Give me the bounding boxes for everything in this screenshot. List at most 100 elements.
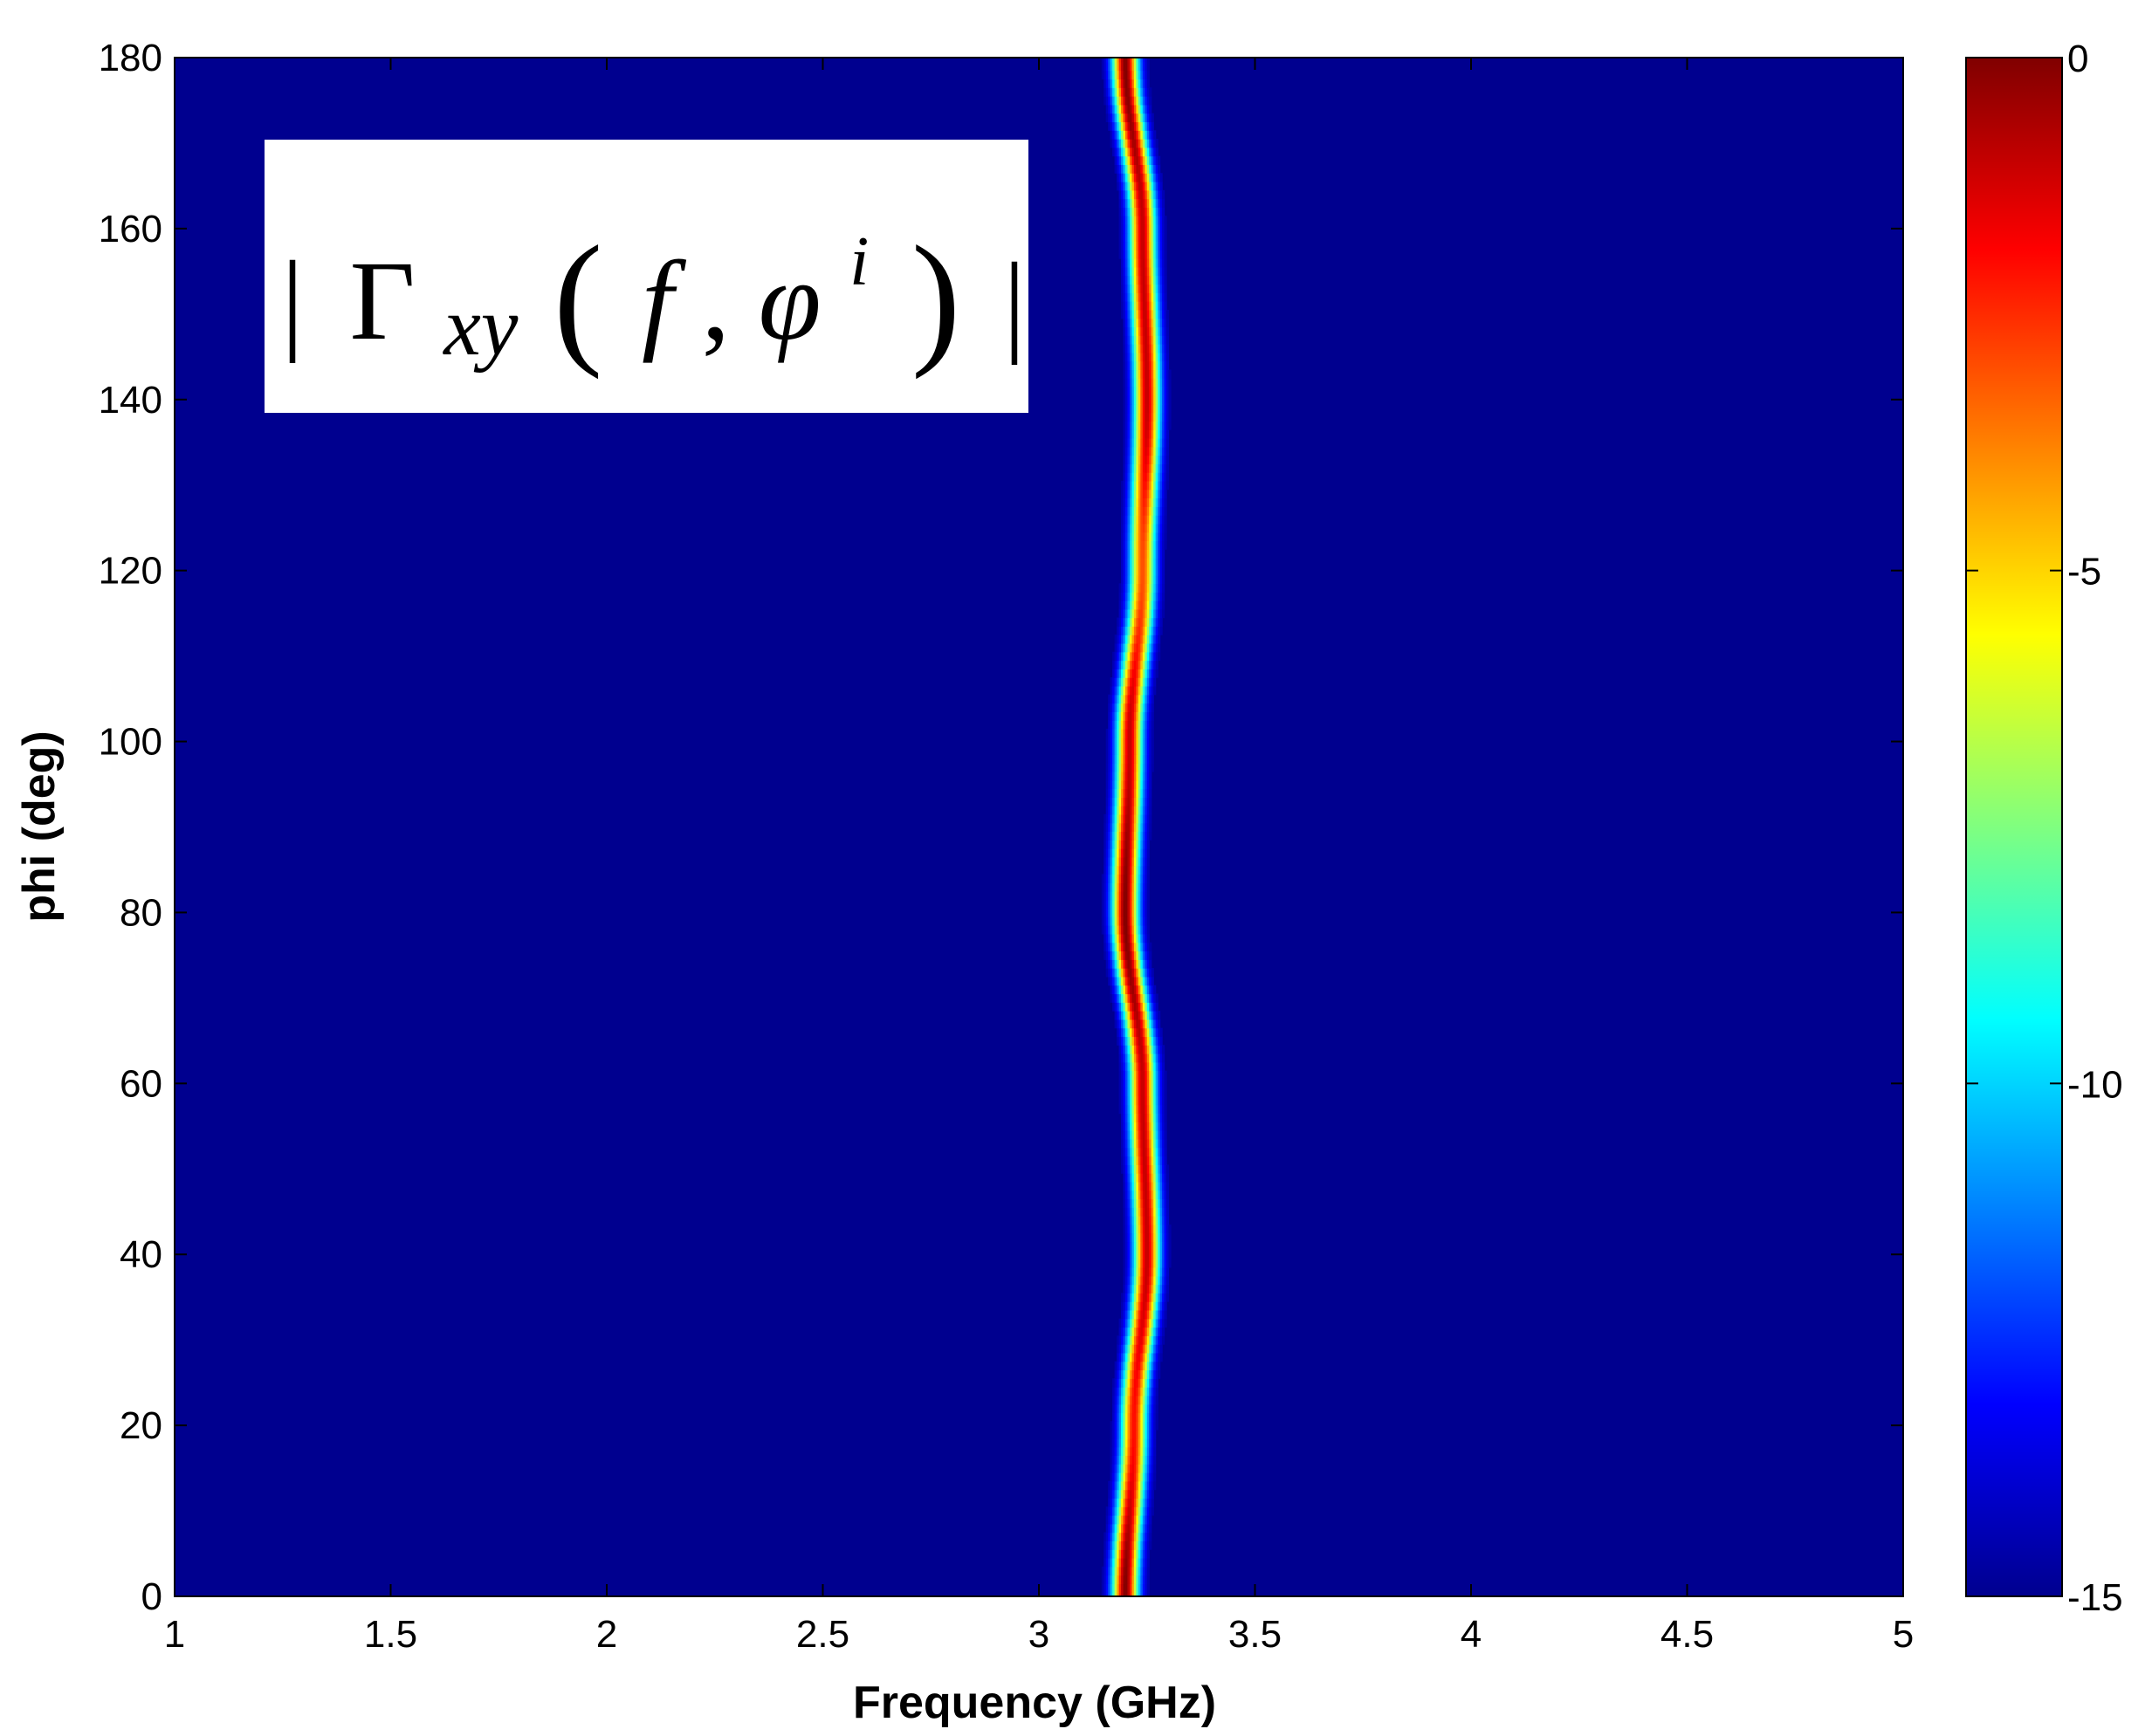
heatmap-cell [1151,566,1154,576]
heatmap-cell [1149,806,1152,815]
heatmap-cell [1162,223,1165,234]
heatmap-cell [1112,1395,1116,1405]
heatmap-cell [1108,968,1111,978]
heatmap-cell [1138,292,1141,302]
heatmap-cell [1158,1156,1161,1165]
heatmap-cell [1146,155,1150,166]
heatmap-cell [1110,677,1113,687]
heatmap-cell [1133,301,1137,311]
heatmap-cell [1136,1592,1139,1596]
heatmap-cell [1112,703,1116,712]
heatmap-cell [1145,976,1148,986]
heatmap-cell [1131,806,1135,815]
heatmap-cell [1138,685,1141,696]
heatmap-cell [1127,874,1131,883]
heatmap-cell [1142,831,1145,841]
heatmap-cell [1162,344,1165,353]
heatmap-cell [1142,993,1145,1003]
heatmap-cell [1129,284,1133,293]
heatmap-cell [1149,1293,1152,1302]
heatmap-cell [1133,489,1137,499]
heatmap-cell [1164,1130,1167,1140]
heatmap-cell [1114,788,1117,798]
heatmap-cell [1158,198,1161,209]
heatmap-cell [1136,1566,1139,1576]
heatmap-cell [1131,1498,1135,1507]
heatmap-cell [1136,421,1139,430]
heatmap-cell [1142,378,1145,388]
heatmap-cell [1146,1301,1150,1311]
heatmap-cell [1131,61,1135,72]
heatmap-cell [1140,1506,1144,1516]
heatmap-cell [1136,472,1139,482]
heatmap-cell [1164,387,1167,396]
heatmap-cell [1114,779,1117,790]
heatmap-cell [1155,1266,1159,1277]
heatmap-cell [1140,882,1144,892]
heatmap-cell [1136,1318,1139,1328]
heatmap-cell [1136,925,1139,935]
heatmap-cell [1131,882,1135,892]
heatmap-cell [1129,1266,1133,1277]
heatmap-cell [1138,728,1141,738]
heatmap-cell [1140,87,1144,97]
heatmap-cell [1129,728,1133,738]
heatmap-cell [1121,1096,1124,1106]
heatmap-cell [1127,182,1131,191]
heatmap-cell [1155,369,1159,379]
heatmap-cell [1123,182,1126,191]
heatmap-cell [1159,540,1163,550]
heatmap-cell [1149,250,1152,259]
heatmap-cell [1146,1216,1150,1225]
heatmap-cell [1125,771,1129,781]
heatmap-cell [1153,1412,1157,1422]
heatmap-cell [1110,899,1113,909]
heatmap-cell [1110,813,1113,824]
colorbar [1965,57,2063,1597]
heatmap-cell [1158,1344,1161,1354]
y-tick-label: 120 [99,550,162,593]
heatmap-cell [1108,1540,1111,1550]
heatmap-cell [1145,856,1148,867]
heatmap-cell [1149,592,1152,601]
heatmap-cell [1140,1318,1144,1328]
heatmap-cell [1112,1498,1116,1507]
heatmap-cell [1131,1344,1135,1354]
heatmap-cell [1125,155,1129,166]
heatmap-cell [1140,1259,1144,1268]
heatmap-cell [1112,1532,1116,1541]
heatmap-cell [1138,1130,1141,1140]
heatmap-cell [1146,874,1150,883]
heatmap-cell [1153,1138,1157,1149]
heatmap-cell [1112,908,1116,917]
heatmap-cell [1136,1224,1139,1234]
heatmap-cell [1145,1430,1148,1439]
heatmap-cell [1123,1318,1126,1328]
heatmap-cell [1114,139,1117,148]
heatmap-cell [1127,1207,1131,1217]
heatmap-cell [1158,360,1161,371]
heatmap-cell [1138,1027,1141,1038]
heatmap-cell [1159,421,1163,430]
heatmap-cell [1151,437,1154,448]
heatmap-cell [1117,1549,1120,1559]
heatmap-cell [1125,660,1129,669]
heatmap-cell [1149,1190,1152,1200]
heatmap-cell [1117,1344,1120,1354]
heatmap-cell [1145,173,1148,182]
heatmap-cell [1158,506,1161,516]
heatmap-cell [1123,626,1126,635]
heatmap-cell [1123,344,1126,353]
heatmap-cell [1127,677,1131,687]
heatmap-cell [1129,754,1133,764]
heatmap-cell [1140,669,1144,678]
heatmap-cell [1155,1395,1159,1405]
heatmap-cell [1155,583,1159,593]
heatmap-cell [1125,890,1129,901]
heatmap-cell [1158,421,1161,430]
heatmap-cell [1118,1027,1122,1038]
heatmap-cell [1151,1378,1154,1388]
heatmap-cell [1121,1002,1124,1012]
heatmap-cell [1123,788,1126,798]
heatmap-cell [1145,592,1148,601]
